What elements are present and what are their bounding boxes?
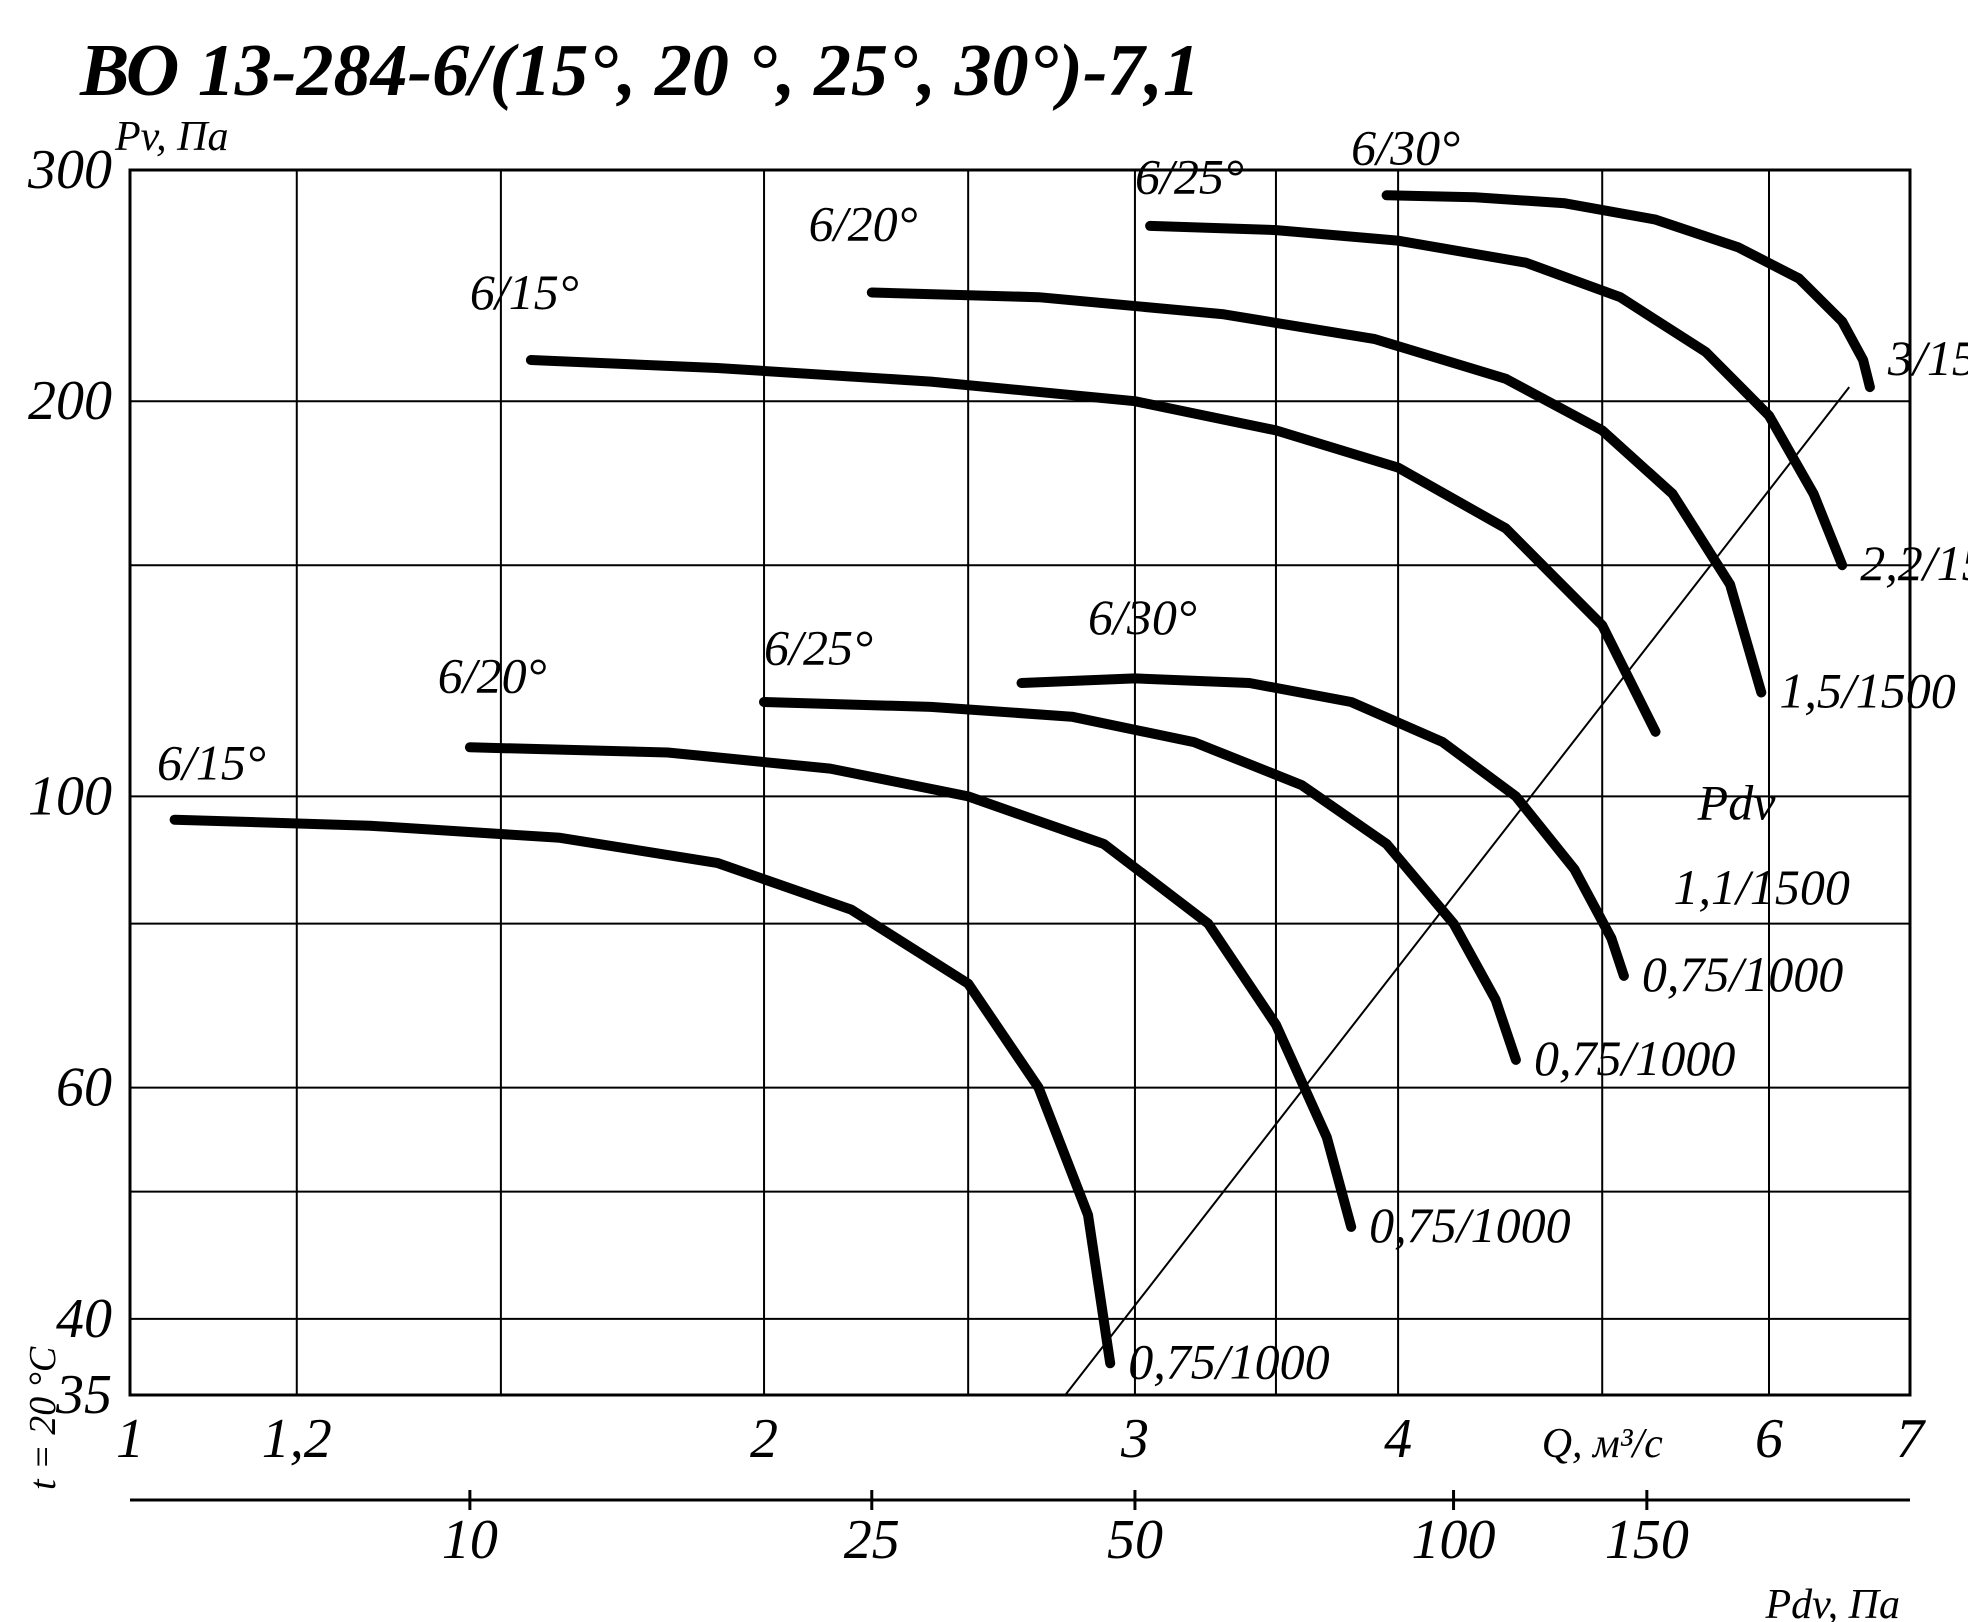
lower-end-label-1: 0,75/1000 [1369, 1197, 1570, 1253]
chart-title: ВО 13-284-6/(15°, 20 °, 25°, 30°)-7,1 [79, 30, 1200, 112]
lower-end-label-3: 0,75/1000 [1642, 946, 1843, 1002]
pdv-axis-title: Pdv, Па [1764, 1582, 1900, 1622]
upper-curve-2 [1150, 226, 1842, 565]
lower-label-2: 6/25° [764, 620, 873, 676]
pdv-tick-label: 10 [442, 1509, 498, 1571]
lower-curve-2 [764, 702, 1516, 1060]
x-tick-label: 2 [750, 1408, 778, 1470]
upper-curve-1 [872, 293, 1762, 693]
lower-curve-1 [470, 747, 1351, 1227]
upper-end-label-0: 1,1/1500 [1674, 859, 1850, 915]
fan-chart: ВО 13-284-6/(15°, 20 °, 25°, 30°)-7,1Pv,… [0, 0, 1968, 1622]
upper-end-label-2: 2,2/1500 [1860, 535, 1968, 591]
x-tick-label: 4 [1384, 1408, 1412, 1470]
x-tick-label: 1,2 [262, 1408, 332, 1470]
y-tick-label: 300 [27, 139, 112, 201]
pdv-tick-label: 25 [844, 1509, 900, 1571]
y-axis-title: Pv, Па [114, 114, 229, 160]
pdv-tick-label: 150 [1605, 1509, 1689, 1571]
plot-frame [130, 170, 1910, 1395]
lower-label-0: 6/15° [157, 735, 266, 791]
upper-curve-3 [1387, 195, 1870, 387]
lower-curve-0 [175, 820, 1111, 1364]
upper-end-label-1: 1,5/1500 [1779, 662, 1955, 718]
y-tick-label: 200 [28, 370, 112, 432]
lower-label-3: 6/30° [1088, 589, 1197, 645]
upper-label-2: 6/25° [1135, 148, 1244, 204]
upper-label-0: 6/15° [470, 264, 579, 320]
upper-end-label-3: 3/1500 [1887, 330, 1968, 386]
x-tick-label: 3 [1120, 1408, 1149, 1470]
y-tick-label: 60 [56, 1057, 112, 1119]
lower-end-label-2: 0,75/1000 [1534, 1030, 1735, 1086]
temperature-note: t = 20 °C [22, 1346, 64, 1490]
lower-end-label-0: 0,75/1000 [1128, 1333, 1329, 1389]
pdv-tick-label: 100 [1412, 1509, 1496, 1571]
upper-label-1: 6/20° [809, 196, 918, 252]
pdv-inline-label: Pdv [1697, 775, 1777, 831]
upper-label-3: 6/30° [1351, 119, 1460, 175]
x-tick-label: 7 [1896, 1408, 1926, 1470]
pdv-tick-label: 50 [1107, 1509, 1163, 1571]
y-tick-label: 100 [28, 765, 112, 827]
chart-container: { "title": "ВО 13-284-6/(15°, 20 °, 25°,… [0, 0, 1968, 1622]
lower-label-1: 6/20° [438, 647, 547, 703]
x-tick-label: 1 [116, 1408, 144, 1470]
x-tick-label: 6 [1755, 1408, 1783, 1470]
y-tick-label: 40 [56, 1288, 112, 1350]
x-axis-title: Q, м³/с [1542, 1421, 1663, 1467]
